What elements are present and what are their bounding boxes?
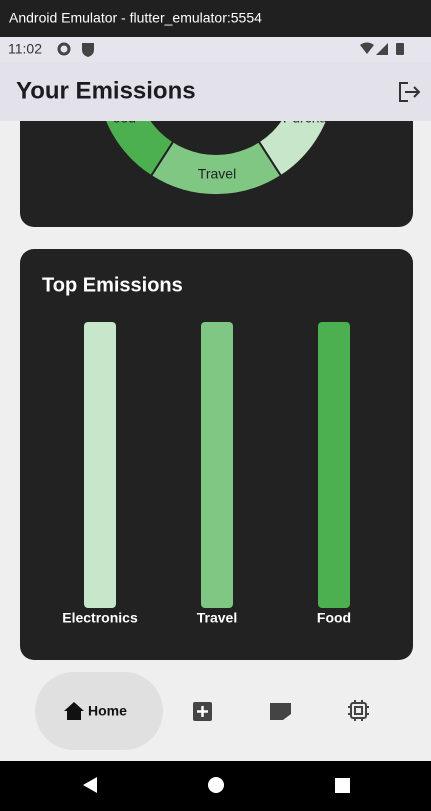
battery-icon bbox=[396, 43, 404, 55]
settings-icon bbox=[57, 42, 71, 56]
breakdown-card: Food Travel Purchases bbox=[20, 110, 413, 227]
bar-label: Food bbox=[317, 610, 351, 626]
segment-label: Purchases bbox=[283, 110, 349, 126]
signal-icon bbox=[376, 43, 388, 55]
wifi-icon bbox=[360, 42, 374, 54]
settings-tab[interactable] bbox=[348, 700, 369, 721]
bar-label: Electronics bbox=[62, 610, 138, 626]
history-tab[interactable] bbox=[270, 703, 291, 720]
home-tab[interactable] bbox=[35, 672, 163, 750]
status-time: 11:02 bbox=[8, 41, 42, 57]
app-bar bbox=[0, 62, 431, 121]
segment-label: Food bbox=[104, 110, 136, 126]
app-bar-title: Your Emissions bbox=[16, 77, 196, 104]
shield-icon bbox=[82, 43, 94, 57]
back-button[interactable] bbox=[83, 777, 97, 793]
add-tab[interactable] bbox=[193, 702, 212, 721]
card-title: Top Emissions bbox=[42, 274, 183, 296]
bar bbox=[318, 322, 350, 608]
bar bbox=[84, 322, 116, 608]
donut-hole bbox=[150, 121, 282, 155]
status-bar bbox=[0, 37, 431, 62]
logout-button[interactable] bbox=[399, 82, 421, 102]
bar-label: Travel bbox=[197, 610, 237, 626]
bar bbox=[201, 322, 233, 608]
recents-button[interactable] bbox=[335, 778, 350, 793]
segment-label: Travel bbox=[198, 166, 236, 182]
home-button[interactable] bbox=[208, 777, 224, 793]
window-title-bar bbox=[0, 0, 431, 37]
home-label: Home bbox=[88, 703, 127, 719]
home-icon bbox=[64, 702, 84, 720]
window-title: Android Emulator - flutter_emulator:5554 bbox=[9, 10, 262, 26]
